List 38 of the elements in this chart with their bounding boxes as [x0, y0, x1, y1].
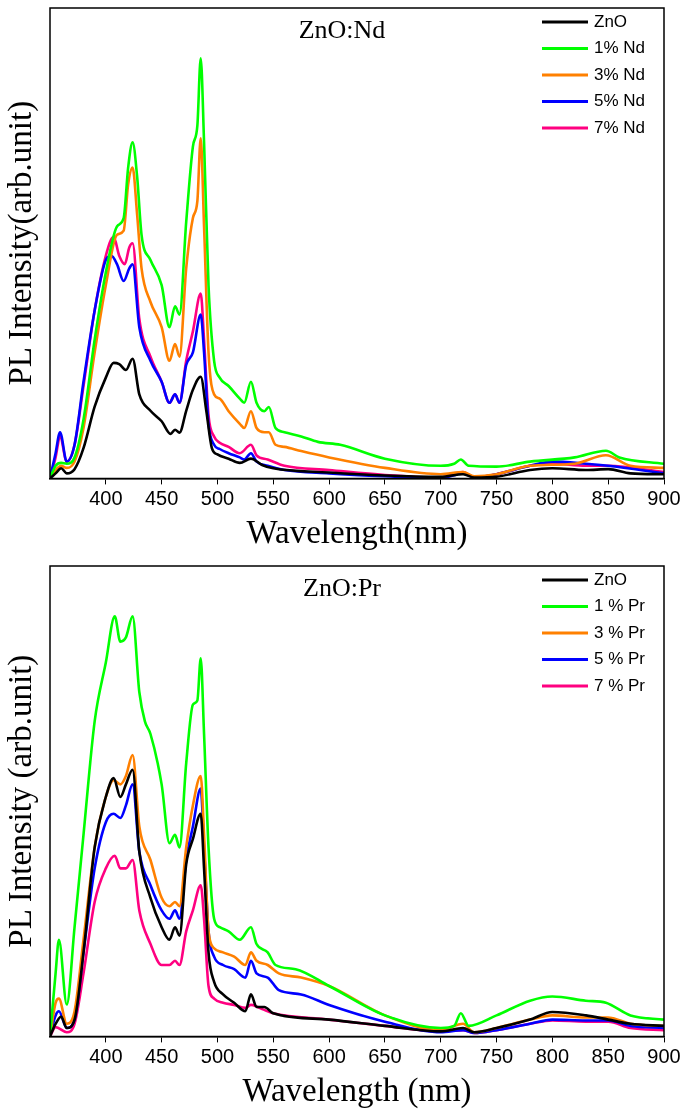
legend-label: 7% Nd [594, 117, 646, 137]
x-tick-label: 650 [368, 1044, 402, 1067]
chart-title: ZnO:Pr [303, 572, 382, 602]
x-tick-label: 700 [424, 486, 458, 509]
x-tick-label: 800 [535, 486, 570, 509]
y-axis-title: PL Intensity(arb.unit) [1, 100, 39, 386]
x-tick-label: 900 [647, 1044, 681, 1067]
legend-label: 3 % Pr [594, 622, 646, 642]
x-tick-label: 500 [200, 1044, 235, 1067]
x-tick-label: 750 [479, 486, 514, 509]
x-tick-label: 650 [368, 486, 402, 509]
x-tick-label: 600 [312, 486, 346, 509]
x-tick-label: 550 [256, 486, 290, 509]
x-axis-title: Wavelength (nm) [242, 1071, 472, 1109]
legend-label: 1% Nd [594, 38, 646, 58]
legend-label: 7 % Pr [594, 675, 646, 695]
legend-label: 5% Nd [594, 91, 646, 111]
x-axis-title: Wavelength(nm) [246, 513, 468, 551]
chart-title: ZnO:Nd [298, 14, 386, 44]
legend-label: 3% Nd [594, 64, 646, 84]
legend-label: ZnO [594, 569, 628, 589]
x-tick-label: 850 [591, 1044, 625, 1067]
legend-label: 1 % Pr [594, 596, 646, 616]
x-tick-label: 700 [424, 1044, 458, 1067]
x-tick-label: 600 [312, 1044, 346, 1067]
x-tick-label: 400 [89, 486, 123, 509]
x-tick-label: 450 [144, 486, 179, 509]
x-tick-label: 800 [535, 1044, 570, 1067]
x-tick-label: 750 [479, 1044, 514, 1067]
x-tick-label: 500 [200, 486, 235, 509]
y-axis-title: PL Intensity (arb.unit) [1, 654, 39, 948]
x-tick-label: 400 [89, 1044, 123, 1067]
legend-label: 5 % Pr [594, 649, 646, 669]
legend-label: ZnO [594, 11, 628, 31]
x-tick-label: 850 [591, 486, 625, 509]
x-tick-label: 550 [256, 1044, 290, 1067]
x-tick-label: 450 [144, 1044, 179, 1067]
x-tick-label: 900 [647, 486, 681, 509]
